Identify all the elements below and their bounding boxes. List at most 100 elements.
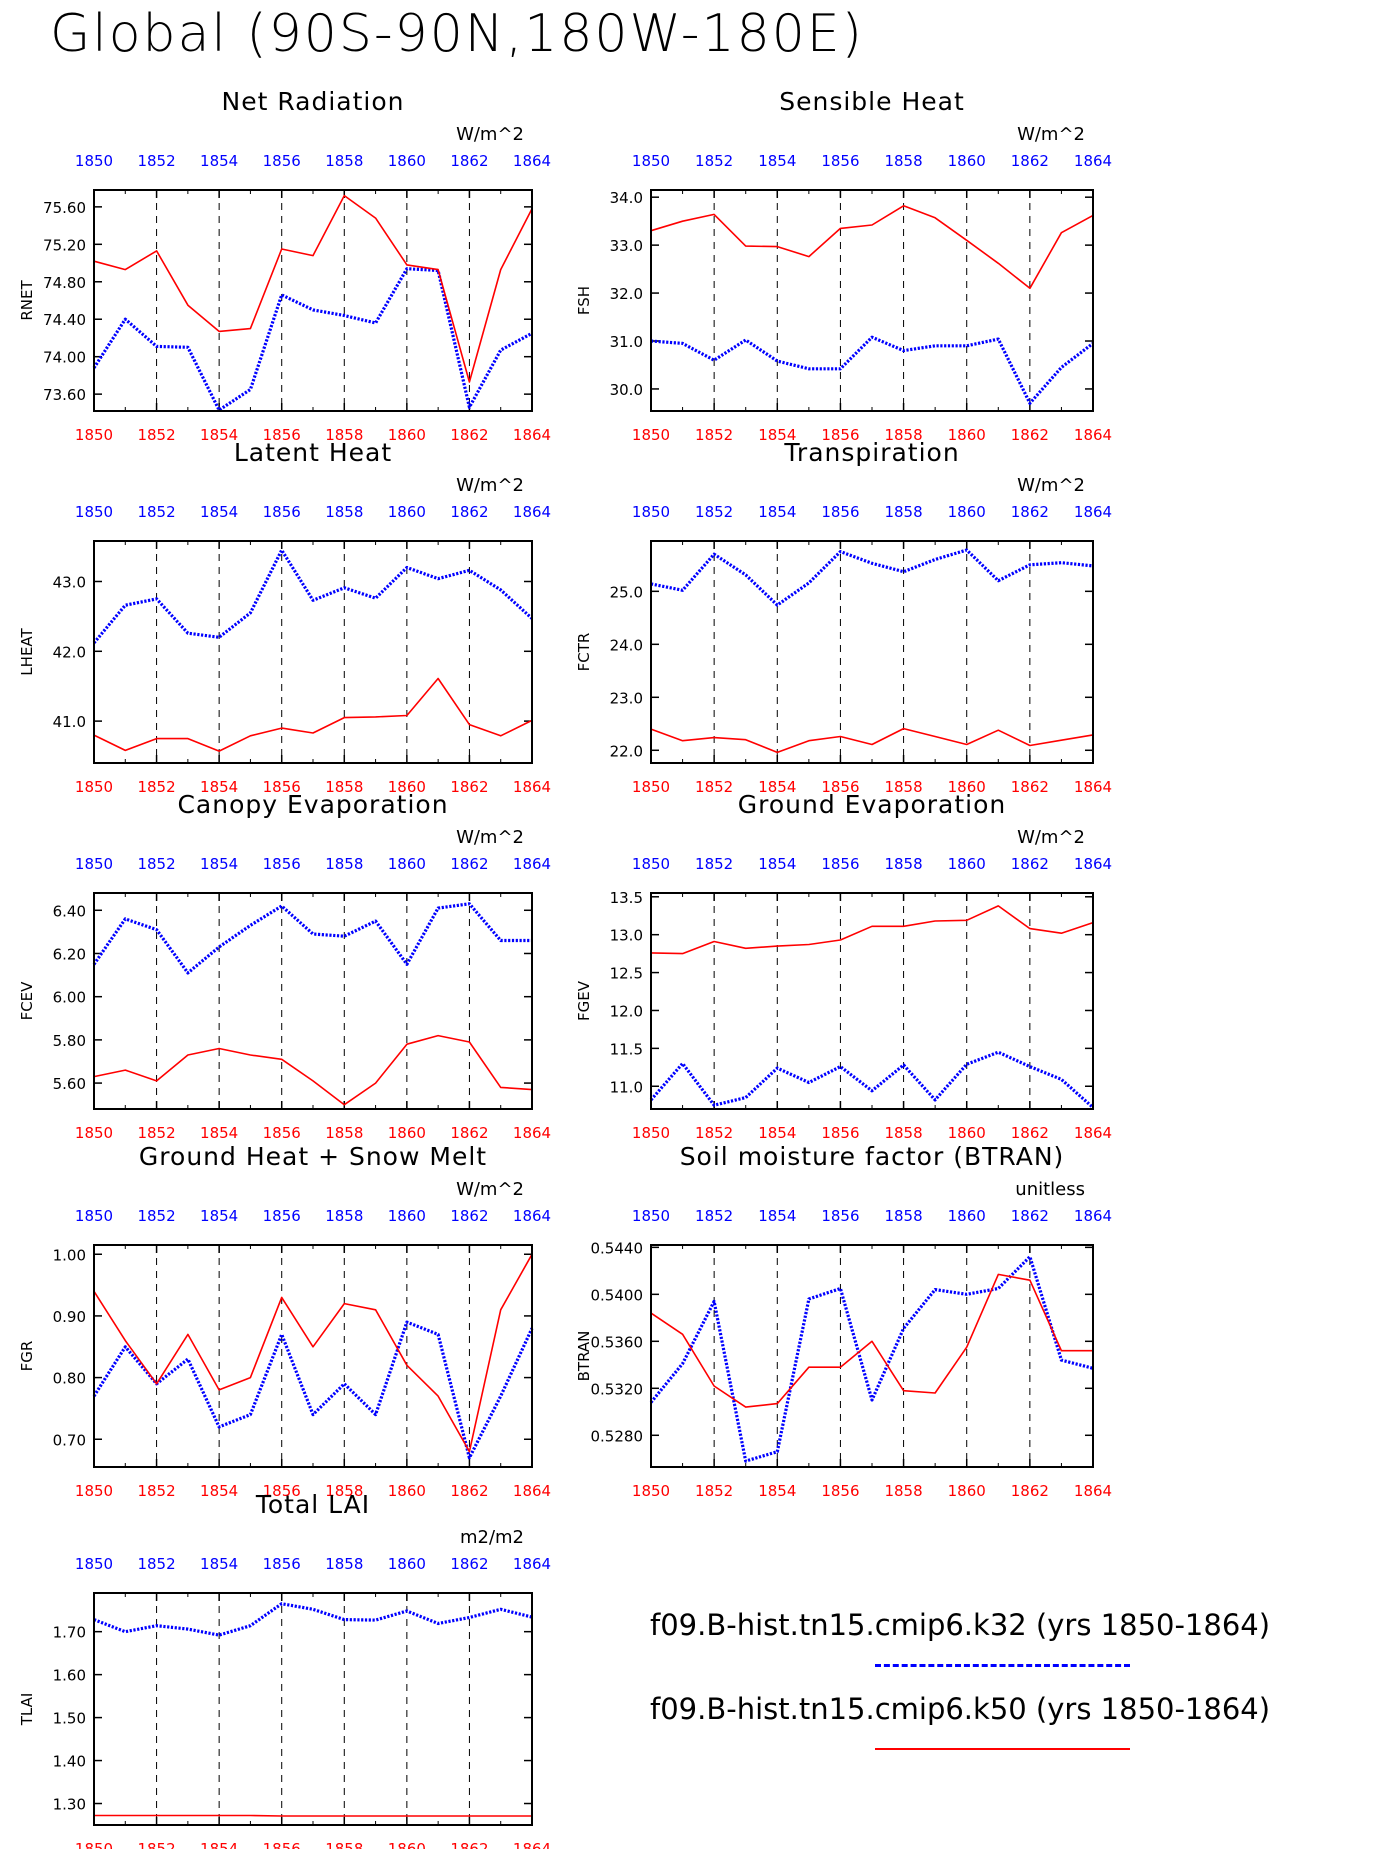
y-tick-label: 22.0 — [610, 742, 643, 760]
x-tick-label-top: 1864 — [513, 1207, 551, 1225]
x-tick-label-bottom: 1852 — [695, 426, 733, 444]
y-tick-label: 6.00 — [53, 989, 86, 1007]
plot-frame — [650, 892, 1094, 1110]
plot-frame — [93, 1592, 533, 1826]
y-tick-label: 6.20 — [53, 945, 86, 963]
x-tick-label-top: 1850 — [632, 152, 670, 170]
chart-panel-7: Ground Heat + Snow Melt W/m^2 1850 1850 1852… — [18, 1142, 551, 1500]
x-tick-label-top: 1860 — [388, 152, 426, 170]
x-tick-label-top: 1864 — [1074, 855, 1112, 873]
series-line-case1 — [92, 902, 532, 975]
x-tick-label-top: 1854 — [200, 152, 238, 170]
y-tick-label: 0.70 — [53, 1431, 86, 1449]
x-tick-label-top: 1856 — [263, 1555, 301, 1573]
series-line-case2 — [93, 1034, 533, 1106]
y-tick-label: 33.0 — [610, 237, 643, 255]
x-tick-label-top: 1852 — [137, 1555, 175, 1573]
x-tick-label-top: 1852 — [137, 1207, 175, 1225]
plot-frame — [650, 189, 1094, 412]
x-tick-label-top: 1854 — [200, 1207, 238, 1225]
x-tick-label-top: 1858 — [884, 152, 922, 170]
x-tick-label-bottom: 1860 — [388, 778, 426, 796]
y-axis-label: LHEAT — [18, 627, 36, 675]
x-tick-label-bottom: 1856 — [263, 426, 301, 444]
x-tick-label-bottom: 1862 — [450, 1482, 488, 1500]
x-tick-label-bottom: 1856 — [821, 426, 859, 444]
y-tick-label: 1.70 — [53, 1624, 86, 1642]
x-tick-label-bottom: 1862 — [1011, 778, 1049, 796]
page-title: Global (90S-90N,180W-180E) — [50, 4, 864, 64]
x-tick-label-top: 1862 — [1011, 503, 1049, 521]
series-line-case2 — [650, 1273, 1093, 1408]
y-tick-label: 43.0 — [53, 573, 86, 591]
y-tick-label: 74.00 — [43, 349, 86, 367]
x-tick-label-bottom: 1854 — [200, 1482, 238, 1500]
series-line-case1 — [92, 267, 533, 412]
series-line-case2 — [93, 677, 533, 752]
legend-swatch-case1 — [875, 1664, 1130, 1667]
chart-panel-8: Soil moisture factor (BTRAN) unitless 1850… — [575, 1142, 1112, 1500]
x-tick-label-bottom: 1854 — [200, 1124, 238, 1142]
y-tick-label: 75.60 — [43, 199, 86, 217]
chart-title: Soil moisture factor (BTRAN) — [680, 1142, 1065, 1171]
y-axis-label: RNET — [18, 280, 36, 321]
y-tick-label: 0.5360 — [591, 1333, 644, 1351]
y-tick-label: 41.0 — [53, 713, 86, 731]
x-tick-label-top: 1856 — [263, 1207, 301, 1225]
y-tick-label: 30.0 — [610, 381, 643, 399]
x-tick-label-bottom: 1860 — [948, 1124, 986, 1142]
x-tick-label-top: 1856 — [263, 152, 301, 170]
x-tick-label-top: 1858 — [325, 1207, 363, 1225]
x-tick-label-top: 1858 — [884, 1207, 922, 1225]
x-tick-label-bottom: 1858 — [325, 1840, 363, 1849]
y-tick-label: 13.0 — [610, 927, 643, 945]
x-tick-label-bottom: 1858 — [884, 1124, 922, 1142]
x-tick-label-bottom: 1854 — [758, 1482, 796, 1500]
x-tick-label-top: 1854 — [200, 855, 238, 873]
x-tick-label-bottom: 1852 — [695, 1482, 733, 1500]
y-tick-label: 0.5400 — [591, 1286, 644, 1304]
x-tick-label-bottom: 1856 — [263, 1124, 301, 1142]
chart-panel-9: Total LAI m2/m2 1850 1850 1852 1852 1854 1854 18… — [18, 1490, 551, 1849]
chart-title: Sensible Heat — [779, 87, 965, 116]
y-tick-label: 0.80 — [53, 1370, 86, 1388]
x-tick-label-top: 1850 — [75, 855, 113, 873]
x-tick-label-top: 1862 — [450, 503, 488, 521]
y-tick-label: 75.20 — [43, 236, 86, 254]
y-tick-label: 5.80 — [53, 1032, 86, 1050]
x-tick-label-top: 1852 — [695, 855, 733, 873]
x-tick-label-bottom: 1850 — [75, 778, 113, 796]
x-tick-label-bottom: 1860 — [388, 1124, 426, 1142]
y-tick-label: 6.40 — [53, 902, 86, 920]
units-label: W/m^2 — [456, 475, 524, 496]
x-tick-label-top: 1856 — [821, 503, 859, 521]
series-line-case2 — [93, 194, 533, 383]
series-line-case1 — [649, 1255, 1094, 1463]
x-tick-label-bottom: 1862 — [450, 426, 488, 444]
x-tick-label-bottom: 1850 — [632, 778, 670, 796]
x-tick-label-bottom: 1862 — [450, 1840, 488, 1849]
x-tick-label-top: 1862 — [450, 1555, 488, 1573]
plot-frame — [93, 540, 533, 764]
series-line-case2 — [650, 905, 1094, 955]
series-line-case1 — [92, 548, 534, 644]
x-tick-label-top: 1858 — [325, 855, 363, 873]
x-tick-label-top: 1864 — [513, 1555, 551, 1573]
y-tick-label: 24.0 — [610, 636, 643, 654]
x-tick-label-bottom: 1854 — [200, 778, 238, 796]
x-tick-label-bottom: 1864 — [513, 426, 551, 444]
x-tick-label-bottom: 1864 — [1074, 1482, 1112, 1500]
x-tick-label-top: 1856 — [263, 503, 301, 521]
x-tick-label-bottom: 1858 — [884, 1482, 922, 1500]
x-tick-label-top: 1852 — [137, 855, 175, 873]
legend-label-case2: f09.B-hist.tn15.cmip6.k50 (yrs 1850-1864… — [650, 1692, 1271, 1726]
y-tick-label: 5.60 — [53, 1075, 86, 1093]
x-tick-label-top: 1858 — [325, 503, 363, 521]
x-tick-label-bottom: 1854 — [758, 1124, 796, 1142]
x-tick-label-bottom: 1850 — [632, 1124, 670, 1142]
x-tick-label-bottom: 1850 — [632, 1482, 670, 1500]
y-axis-label: BTRAN — [575, 1331, 593, 1382]
x-tick-label-top: 1862 — [1011, 1207, 1049, 1225]
y-tick-label: 1.30 — [53, 1796, 86, 1814]
y-tick-label: 0.90 — [53, 1308, 86, 1326]
